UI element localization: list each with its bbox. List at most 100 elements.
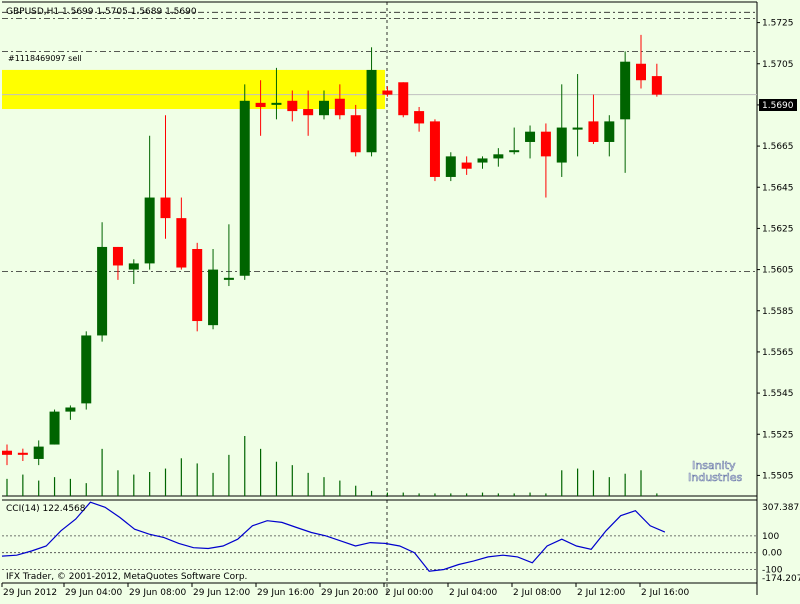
candle xyxy=(366,47,377,157)
candle xyxy=(144,135,155,270)
candle xyxy=(588,94,599,145)
price-tick-label: 1.5585 xyxy=(762,307,794,317)
level-lines xyxy=(2,2,757,595)
candle-body xyxy=(350,115,361,153)
candle xyxy=(604,115,615,157)
candle-body xyxy=(208,269,219,326)
time-tick-label: 29 Jun 2012 xyxy=(3,588,57,598)
candle-body xyxy=(398,82,409,116)
candle xyxy=(477,156,488,169)
candle-body xyxy=(128,263,139,270)
copyright-notice: IFX Trader, © 2001-2012, MetaQuotes Soft… xyxy=(6,572,247,582)
cci-scale-label: 307.3875 xyxy=(762,503,800,513)
candle-body xyxy=(525,131,536,142)
candle xyxy=(445,152,456,182)
cci-line xyxy=(1,501,666,572)
candle-body xyxy=(620,61,631,120)
candle xyxy=(303,90,314,136)
candle xyxy=(33,440,44,466)
candle xyxy=(208,249,219,330)
price-tick-label: 1.5525 xyxy=(762,430,794,440)
candle xyxy=(271,67,282,120)
price-tick-label: 1.5605 xyxy=(762,266,794,276)
time-tick-label: 29 Jun 08:00 xyxy=(129,588,186,598)
candle-body xyxy=(223,277,234,280)
time-tick-label: 29 Jun 20:00 xyxy=(321,588,378,598)
candle-body xyxy=(144,197,155,264)
candle-body xyxy=(319,100,329,116)
candle-body xyxy=(176,218,187,268)
candle xyxy=(414,106,425,132)
candle xyxy=(493,148,504,167)
symbol-header: GBPUSD,H1 1.5699 1.5705 1.5689 1.5690 xyxy=(6,7,197,17)
candle xyxy=(509,127,520,155)
candle-body xyxy=(33,446,44,459)
price-tick-label: 1.5705 xyxy=(762,60,794,70)
candle xyxy=(2,444,12,466)
time-tick-label: 2 Jul 12:00 xyxy=(577,588,626,598)
candle xyxy=(651,63,662,97)
cci-axis: 307.3875 100 0.00 -100-174.207 xyxy=(762,503,800,584)
candle-body xyxy=(651,76,662,95)
candle-body xyxy=(112,246,123,266)
candle-body xyxy=(366,69,377,153)
candle-body xyxy=(97,246,108,336)
current-price-value: 1.5690 xyxy=(762,101,794,111)
candle-body xyxy=(382,90,393,95)
candle-body xyxy=(334,98,345,116)
chart-frame xyxy=(2,1,758,595)
time-axis: 29 Jun 2012 29 Jun 04:00 29 Jun 08:00 29 Ju… xyxy=(1,583,690,598)
volume-bars xyxy=(6,436,658,496)
price-tick-label: 1.5665 xyxy=(762,142,794,152)
candle-body xyxy=(477,158,488,163)
candle-body xyxy=(493,154,504,159)
candle-body xyxy=(636,63,646,81)
candle-body xyxy=(271,102,282,105)
time-tick-label: 29 Jun 16:00 xyxy=(257,588,314,598)
candle-body xyxy=(255,102,266,107)
candle xyxy=(49,409,60,445)
candle xyxy=(350,104,361,157)
time-tick-label: 2 Jul 16:00 xyxy=(641,588,690,598)
candle-body xyxy=(461,162,472,169)
time-tick-label: 29 Jun 12:00 xyxy=(193,588,250,598)
time-tick-label: 2 Jul 08:00 xyxy=(513,588,562,598)
candle xyxy=(319,90,329,120)
watermark-line-2: Industries xyxy=(688,471,743,484)
price-tick-label: 1.5545 xyxy=(762,389,794,399)
candle xyxy=(382,86,393,97)
candle xyxy=(176,197,187,270)
candle-body xyxy=(49,411,60,445)
time-tick-label: 29 Jun 04:00 xyxy=(65,588,122,598)
price-tick-label: 1.5625 xyxy=(762,224,794,234)
candle xyxy=(223,224,234,287)
order-label: #1118469097 sell xyxy=(8,54,82,63)
current-price-badge: 1.5690 xyxy=(759,99,797,111)
candle-body xyxy=(540,131,551,157)
candle xyxy=(540,123,551,198)
candle xyxy=(97,222,108,342)
cci-scale-label: -100 xyxy=(762,566,783,576)
candle xyxy=(81,331,92,410)
candle-body xyxy=(192,249,203,322)
cci-scale-label: 100 xyxy=(762,532,779,542)
candle-body xyxy=(445,156,456,177)
candle xyxy=(160,115,171,239)
candle-body xyxy=(17,452,28,455)
candle xyxy=(525,125,536,159)
candle-body xyxy=(509,150,520,153)
candle xyxy=(556,84,567,177)
price-tick-label: 1.5505 xyxy=(762,471,794,481)
candle xyxy=(128,259,139,284)
cci-scale-label: -174.207 xyxy=(762,574,800,584)
candle-body xyxy=(239,100,250,276)
candle xyxy=(112,246,123,280)
candle xyxy=(334,84,345,120)
candle-body xyxy=(556,127,567,163)
candle-body xyxy=(81,335,92,404)
time-tick-label: 2 Jul 04:00 xyxy=(449,588,498,598)
candle-body xyxy=(429,121,440,177)
candle xyxy=(17,448,28,462)
